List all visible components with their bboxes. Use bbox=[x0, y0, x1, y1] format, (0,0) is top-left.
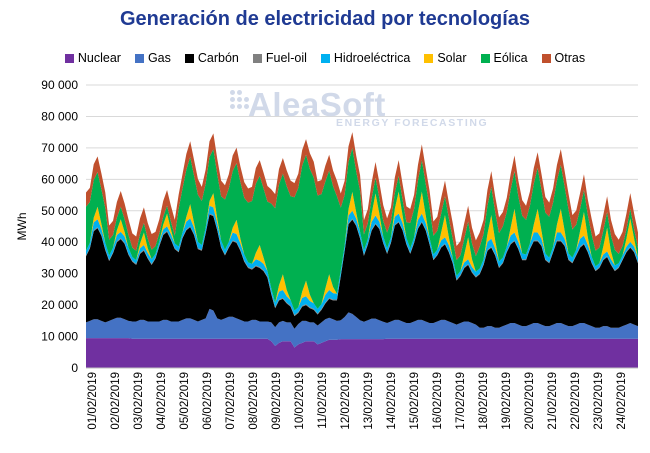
legend-item-gas: Gas bbox=[134, 51, 171, 65]
legend-item-carbon: Carbón bbox=[184, 51, 239, 65]
legend-label: Fuel-oil bbox=[265, 51, 307, 65]
y-tick-label: 60 000 bbox=[41, 172, 78, 186]
chart-legend: Nuclear Gas Carbón Fuel-oil Hidroeléctrica So… bbox=[0, 51, 650, 65]
x-tick-label: 01/02/2019 bbox=[87, 372, 99, 430]
x-tick-label: 24/02/2019 bbox=[616, 372, 628, 430]
x-tick-label: 16/02/2019 bbox=[432, 372, 444, 430]
legend-swatch bbox=[424, 53, 434, 63]
legend-label: Eólica bbox=[493, 51, 528, 65]
area-series-otras bbox=[86, 132, 638, 261]
aleasoft-watermark: AleaSoft ENERGY FORECASTING bbox=[230, 86, 489, 129]
y-tick-label: 80 000 bbox=[41, 109, 78, 123]
x-tick-label: 10/02/2019 bbox=[294, 372, 306, 430]
legend-item-fueloil: Fuel-oil bbox=[252, 51, 307, 65]
area-series-nuclear bbox=[86, 338, 638, 368]
legend-label: Gas bbox=[147, 51, 171, 65]
legend-swatch bbox=[184, 53, 194, 63]
watermark-dots-icon bbox=[230, 90, 250, 120]
x-tick-label: 14/02/2019 bbox=[386, 372, 398, 430]
legend-swatch bbox=[64, 53, 74, 63]
legend-label: Solar bbox=[437, 51, 467, 65]
x-tick-label: 11/02/2019 bbox=[317, 372, 329, 429]
legend-item-otras: Otras bbox=[541, 51, 586, 65]
y-axis-label: MWh bbox=[15, 213, 29, 241]
chart-title: Generación de electricidad por tecnologí… bbox=[119, 8, 531, 30]
x-tick-label: 17/02/2019 bbox=[455, 372, 467, 430]
y-tick-label: 0 bbox=[71, 361, 78, 375]
x-tick-label: 22/02/2019 bbox=[570, 372, 582, 430]
legend-item-eolica: Eólica bbox=[480, 51, 528, 65]
x-tick-label: 03/02/2019 bbox=[133, 372, 145, 430]
legend-label: Nuclear bbox=[77, 51, 121, 65]
legend-swatch bbox=[252, 53, 262, 63]
x-tick-label: 13/02/2019 bbox=[363, 372, 375, 430]
area-series-carbon bbox=[86, 214, 638, 329]
x-tick-label: 23/02/2019 bbox=[593, 372, 605, 430]
y-tick-label: 70 000 bbox=[41, 141, 78, 155]
watermark-brand: AleaSoft bbox=[248, 86, 386, 123]
x-tick-label: 18/02/2019 bbox=[478, 372, 490, 430]
y-tick-label: 30 000 bbox=[41, 267, 78, 281]
x-tick-label: 07/02/2019 bbox=[225, 372, 237, 430]
x-tick-label: 08/02/2019 bbox=[248, 372, 260, 430]
legend-label: Hidroeléctrica bbox=[333, 51, 411, 65]
x-tick-label: 12/02/2019 bbox=[340, 372, 352, 430]
y-tick-label: 10 000 bbox=[41, 330, 78, 344]
x-tick-label: 21/02/2019 bbox=[547, 372, 559, 430]
legend-swatch bbox=[134, 53, 144, 63]
x-tick-label: 19/02/2019 bbox=[501, 372, 513, 430]
legend-label: Otras bbox=[554, 51, 586, 65]
y-tick-label: 90 000 bbox=[41, 78, 78, 92]
x-tick-label: 02/02/2019 bbox=[110, 372, 122, 430]
area-series-eolica bbox=[86, 147, 638, 311]
y-tick-label: 40 000 bbox=[41, 235, 78, 249]
y-tick-label: 20 000 bbox=[41, 298, 78, 312]
legend-item-hidro: Hidroeléctrica bbox=[320, 51, 411, 65]
y-tick-label: 50 000 bbox=[41, 204, 78, 218]
x-tick-label: 05/02/2019 bbox=[179, 372, 191, 430]
x-tick-label: 06/02/2019 bbox=[202, 372, 214, 430]
legend-swatch bbox=[541, 53, 551, 63]
area-series-gas bbox=[86, 308, 638, 348]
x-tick-label: 09/02/2019 bbox=[271, 372, 283, 430]
legend-item-solar: Solar bbox=[424, 51, 467, 65]
watermark-tagline: ENERGY FORECASTING bbox=[336, 117, 489, 129]
legend-swatch bbox=[320, 53, 330, 63]
x-tick-label: 15/02/2019 bbox=[409, 372, 421, 430]
x-tick-label: 20/02/2019 bbox=[524, 372, 536, 430]
x-tick-label: 04/02/2019 bbox=[156, 372, 168, 430]
legend-swatch bbox=[480, 53, 490, 63]
legend-label: Carbón bbox=[197, 51, 239, 65]
legend-item-nuclear: Nuclear bbox=[64, 51, 121, 65]
